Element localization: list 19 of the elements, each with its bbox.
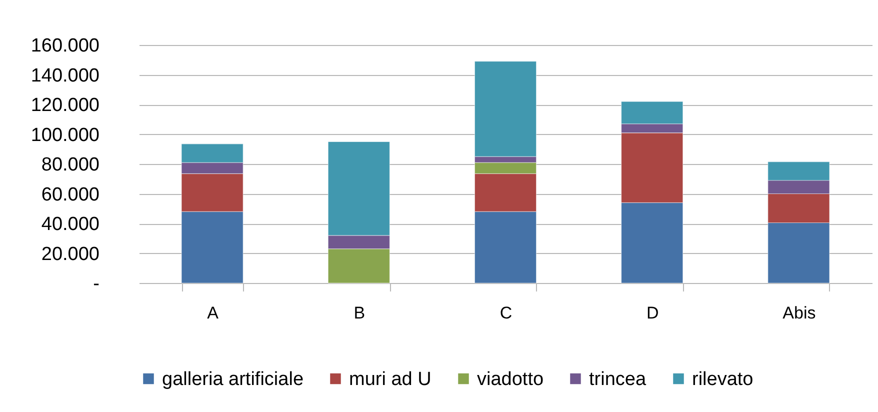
y-tick-label: 80.000 [41,154,100,176]
legend-label: rilevato [692,368,754,390]
x-tick-label: D [646,304,659,322]
legend-label: viadotto [477,368,544,390]
y-tick-label: 120.000 [30,95,100,116]
y-tick-label: 40.000 [41,214,100,235]
x-tick-label: A [207,304,220,322]
x-tick-label: Abis [782,304,816,322]
legend-label: muri ad U [349,368,432,390]
legend-label: trincea [589,368,646,390]
y-tick-label: - [93,274,100,294]
legend-label: galleria artificiale [162,368,304,390]
y-tick-label: 60.000 [41,184,100,206]
y-tick-label: 160.000 [30,36,100,56]
x-tick-label: C [500,304,512,322]
y-tick-label: 100.000 [30,124,100,146]
x-tick-label: B [354,304,366,322]
y-tick-label: 20.000 [41,244,100,265]
y-tick-label: 140.000 [30,65,100,86]
